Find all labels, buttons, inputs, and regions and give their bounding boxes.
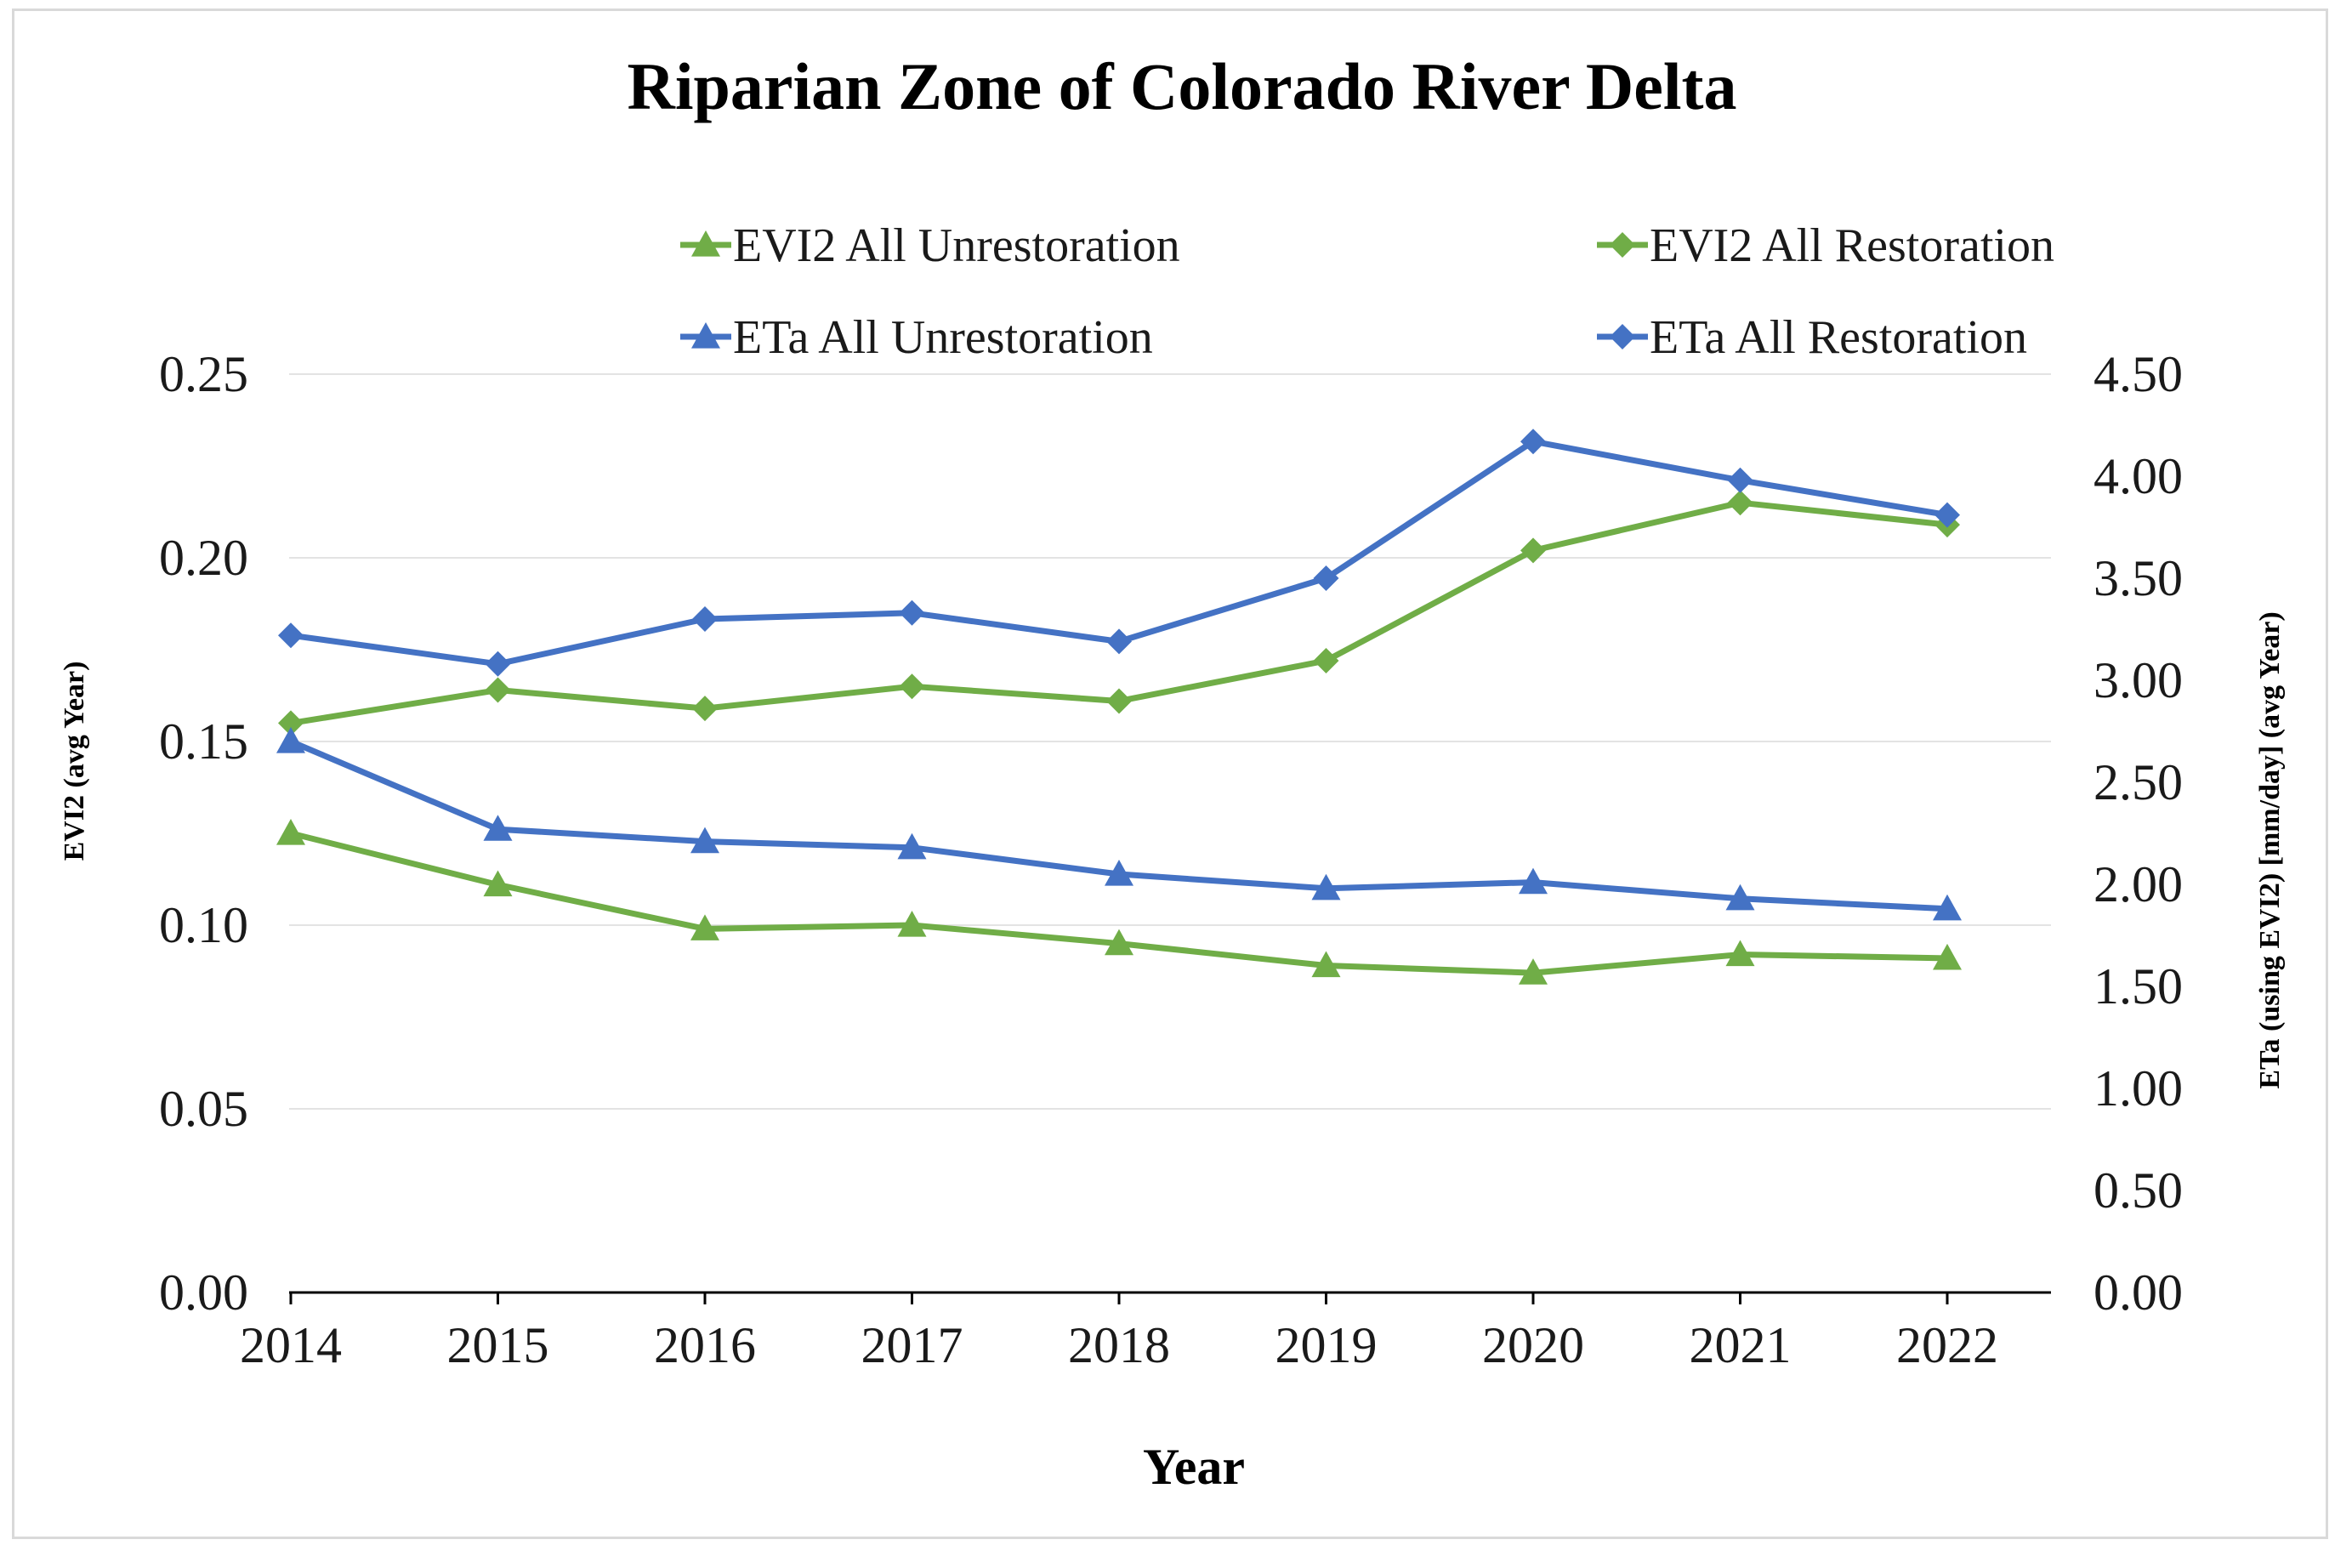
legend-item: ETa All Restoration — [1597, 311, 2027, 364]
data-point — [692, 696, 718, 722]
data-point — [1933, 943, 1962, 970]
right-tick-label: 0.00 — [2094, 1264, 2183, 1321]
right-axis-ticks: 0.00 0.50 1.00 1.50 2.00 2.50 3.00 3.50 4.00 4.50 — [2094, 346, 2183, 1321]
legend-item: EVI2 All Restoration — [1597, 219, 2054, 272]
data-point — [483, 815, 513, 841]
series-evi2-all-unrestoration — [276, 819, 1962, 985]
data-point — [1933, 894, 1962, 921]
data-point — [1311, 873, 1341, 900]
x-axis: 2014 2015 2016 2017 2018 2019 2020 2021 2022 — [240, 1291, 2051, 1373]
legend-label: ETa All Unrestoration — [733, 311, 1153, 364]
data-point — [1725, 940, 1755, 967]
data-point — [897, 832, 927, 860]
legend-marker — [691, 230, 720, 257]
data-point — [1106, 688, 1132, 714]
right-tick-label: 2.50 — [2094, 754, 2183, 810]
legend-item: EVI2 All Unrestoration — [680, 219, 1180, 272]
legend-label: EVI2 All Restoration — [1650, 219, 2054, 272]
data-point — [899, 599, 925, 626]
x-tick-label: 2020 — [1482, 1317, 1584, 1373]
data-point — [1725, 883, 1755, 911]
data-point — [690, 827, 719, 854]
x-tick-label: 2015 — [447, 1317, 549, 1373]
x-tick-label: 2022 — [1896, 1317, 1998, 1373]
x-axis-title: Year — [1143, 1439, 1245, 1495]
right-tick-label: 1.50 — [2094, 958, 2183, 1014]
data-point — [897, 911, 927, 937]
x-tick-label: 2019 — [1275, 1317, 1378, 1373]
legend-label: EVI2 All Unrestoration — [733, 219, 1180, 272]
gridlines — [289, 373, 2051, 1110]
x-tick-label: 2014 — [240, 1317, 342, 1373]
data-point — [1313, 565, 1339, 591]
right-tick-label: 3.00 — [2094, 652, 2183, 708]
right-tick-label: 2.00 — [2094, 856, 2183, 912]
x-tick-label: 2021 — [1690, 1317, 1792, 1373]
right-tick-label: 4.50 — [2094, 346, 2183, 402]
data-point — [276, 819, 305, 845]
left-tick-label: 0.20 — [159, 530, 248, 586]
data-point — [1105, 860, 1133, 886]
series-group — [276, 429, 1962, 985]
data-point — [1106, 628, 1132, 655]
data-point — [690, 914, 719, 940]
data-point — [1727, 490, 1753, 516]
legend-marker — [1610, 232, 1635, 258]
legend-marker — [1610, 324, 1635, 349]
right-tick-label: 3.50 — [2094, 550, 2183, 606]
series-evi2-all-restoration — [278, 490, 1960, 736]
series-eta-all-restoration — [278, 429, 1960, 677]
legend-marker — [691, 322, 720, 349]
left-tick-label: 0.15 — [159, 713, 248, 770]
left-tick-label: 0.05 — [159, 1081, 248, 1137]
data-point — [1520, 537, 1546, 564]
data-point — [1519, 867, 1548, 895]
data-point — [1519, 958, 1548, 985]
data-point — [276, 727, 305, 753]
left-tick-label: 0.10 — [159, 897, 248, 953]
right-tick-label: 1.00 — [2094, 1060, 2183, 1116]
data-point — [1520, 429, 1546, 455]
data-point — [278, 710, 304, 736]
data-point — [485, 677, 511, 703]
data-point — [1105, 929, 1133, 956]
data-point — [899, 673, 925, 700]
x-tick-label: 2017 — [861, 1317, 963, 1373]
data-point — [1934, 502, 1960, 528]
data-point — [692, 606, 718, 632]
chart-title: Riparian Zone of Colorado River Delta — [628, 49, 1737, 123]
legend: EVI2 All Unrestoration EVI2 All Restorati… — [680, 219, 2054, 364]
legend-label: ETa All Restoration — [1650, 311, 2027, 364]
data-point — [485, 650, 511, 677]
data-point — [1311, 951, 1341, 978]
x-tick-label: 2018 — [1068, 1317, 1170, 1373]
left-tick-label: 0.25 — [159, 346, 248, 402]
data-point — [1727, 467, 1753, 493]
legend-item: ETa All Unrestoration — [680, 311, 1153, 364]
right-tick-label: 0.50 — [2094, 1162, 2183, 1219]
x-tick-label: 2016 — [654, 1317, 756, 1373]
chart-frame — [12, 9, 2328, 1539]
right-tick-label: 4.00 — [2094, 448, 2183, 504]
left-axis-ticks: 0.00 0.05 0.10 0.15 0.20 0.25 — [159, 346, 248, 1321]
left-tick-label: 0.00 — [159, 1264, 248, 1321]
left-axis-title: EVI2 (avg Year) — [59, 662, 90, 861]
data-point — [483, 870, 513, 897]
series-eta-all-unrestoration — [276, 727, 1962, 921]
data-point — [1313, 647, 1339, 673]
right-axis-title: ETa (using EVI2) [mm/day] (avg Year) — [2254, 611, 2286, 1088]
data-point — [278, 622, 304, 649]
